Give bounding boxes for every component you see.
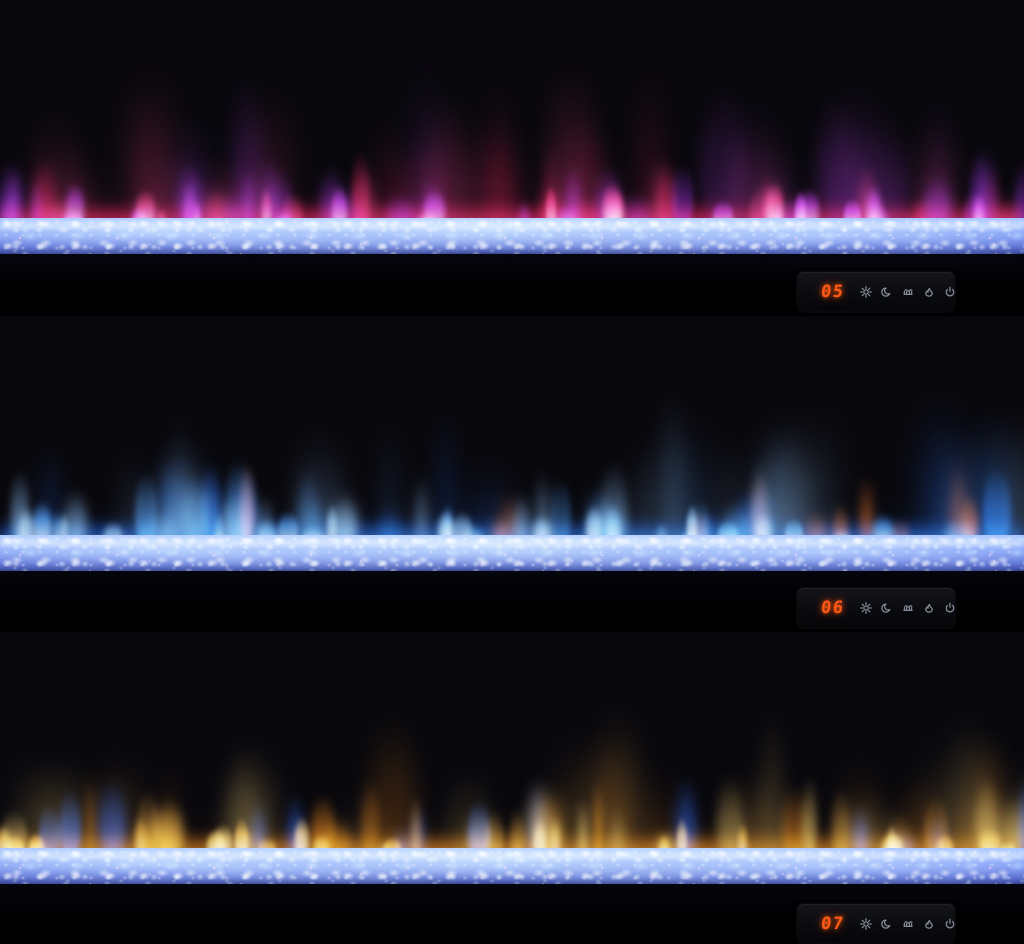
led-display: 07: [819, 914, 846, 934]
fireplace-panel: 07: [0, 632, 1024, 944]
ember-top-highlight: [0, 848, 1024, 859]
power-icon[interactable]: [944, 602, 956, 614]
ember-crystal-bed: [0, 848, 1024, 884]
fireplace-panel: 06: [0, 316, 1024, 632]
control-panel[interactable]: 06: [797, 588, 955, 628]
led-display: 06: [819, 598, 846, 618]
moon-icon[interactable]: [881, 286, 893, 298]
brightness-icon[interactable]: [860, 286, 873, 298]
control-icon-row: [860, 602, 956, 614]
heater-icon[interactable]: [902, 286, 914, 298]
heater-icon[interactable]: [902, 602, 914, 614]
ember-crystal-bed: [0, 218, 1024, 254]
control-icon-row: [860, 286, 956, 298]
control-panel[interactable]: 05: [797, 272, 955, 312]
fireplace-panel: 05: [0, 0, 1024, 316]
flame-icon[interactable]: [923, 602, 935, 614]
flame-icon[interactable]: [923, 286, 935, 298]
power-icon[interactable]: [944, 918, 956, 930]
power-icon[interactable]: [944, 286, 956, 298]
heater-icon[interactable]: [902, 918, 914, 930]
flame-icon[interactable]: [923, 918, 935, 930]
moon-icon[interactable]: [881, 602, 893, 614]
ember-top-highlight: [0, 535, 1024, 546]
brightness-icon[interactable]: [860, 918, 873, 930]
led-display: 05: [819, 282, 846, 302]
ember-top-highlight: [0, 218, 1024, 229]
control-icon-row: [860, 918, 956, 930]
brightness-icon[interactable]: [860, 602, 873, 614]
control-panel[interactable]: 07: [797, 904, 955, 944]
ember-crystal-bed: [0, 535, 1024, 571]
moon-icon[interactable]: [881, 918, 893, 930]
